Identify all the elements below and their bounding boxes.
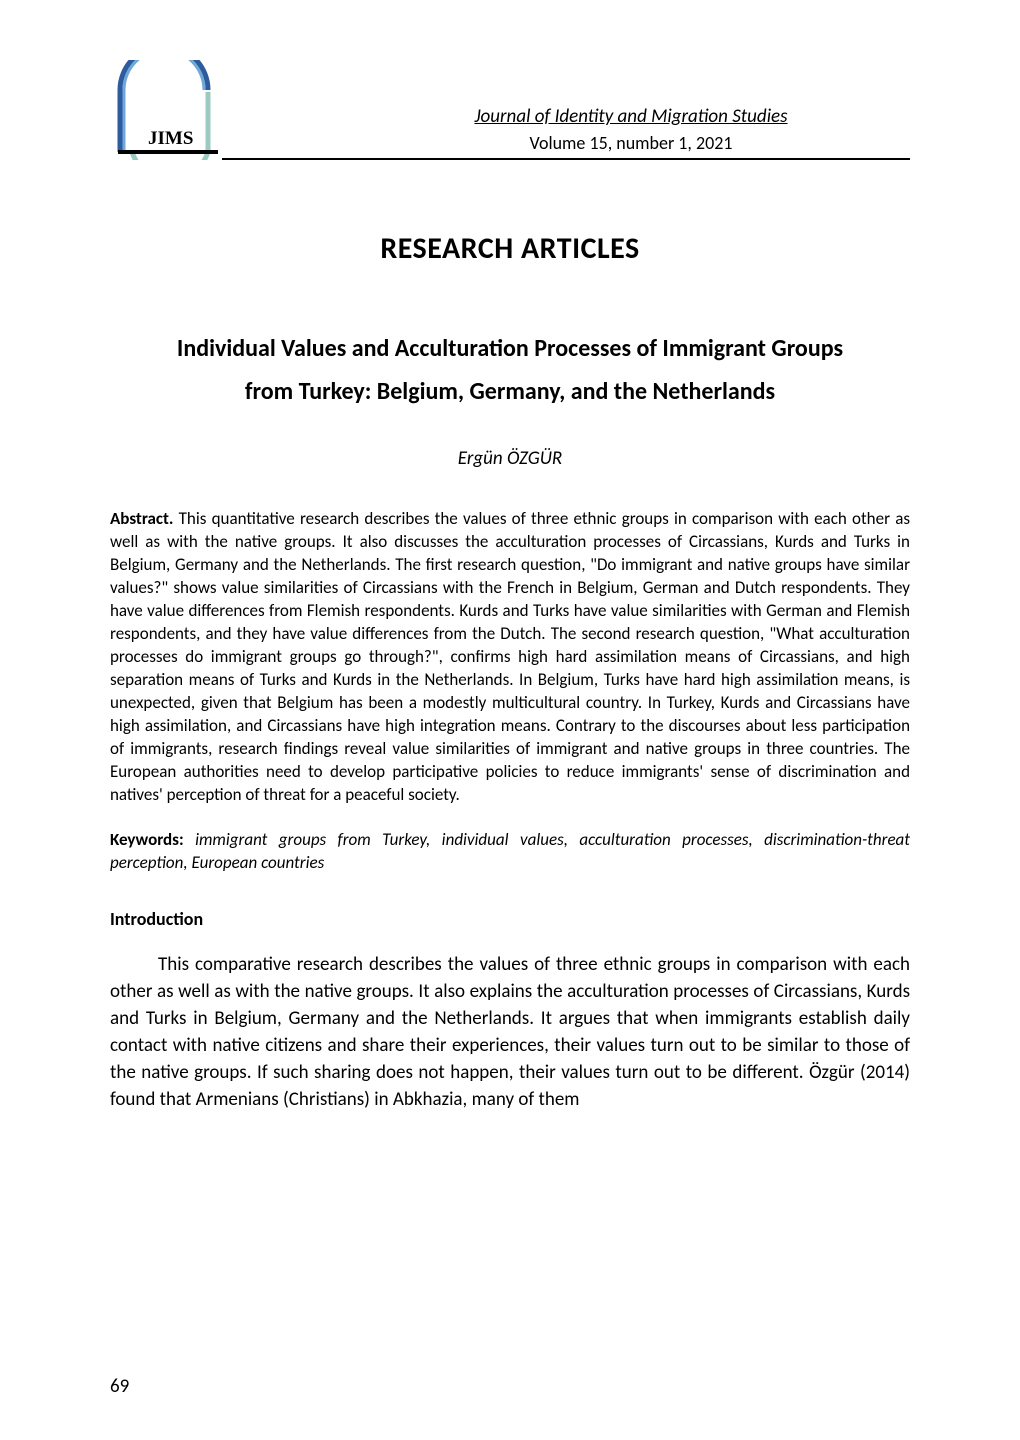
abstract: Abstract. This quantitative research des… bbox=[110, 508, 910, 806]
header: JIMS Journal of Identity and Migration S… bbox=[110, 60, 910, 160]
journal-title: Journal of Identity and Migration Studie… bbox=[352, 105, 910, 128]
keywords: Keywords: immigrant groups from Turkey, … bbox=[110, 829, 910, 875]
keywords-label: Keywords: bbox=[110, 829, 184, 850]
intro-heading: Introduction bbox=[110, 908, 910, 930]
keywords-text: immigrant groups from Turkey, individual… bbox=[110, 829, 910, 873]
logo-icon: JIMS bbox=[110, 60, 218, 160]
abstract-label: Abstract. bbox=[110, 508, 173, 529]
article-title: Individual Values and Acculturation Proc… bbox=[110, 327, 910, 413]
header-text: Journal of Identity and Migration Studie… bbox=[222, 105, 910, 160]
volume-info: Volume 15, number 1, 2021 bbox=[352, 132, 910, 154]
article-title-line1: Individual Values and Acculturation Proc… bbox=[177, 334, 843, 363]
abstract-text: This quantitative research describes the… bbox=[110, 508, 910, 804]
logo-text: JIMS bbox=[148, 128, 193, 149]
author-name: Ergün ÖZGÜR bbox=[110, 447, 910, 470]
jims-logo: JIMS bbox=[110, 60, 222, 160]
article-title-line2: from Turkey: Belgium, Germany, and the N… bbox=[245, 377, 775, 406]
section-heading: RESEARCH ARTICLES bbox=[110, 230, 910, 267]
page-number: 69 bbox=[110, 1375, 129, 1398]
intro-paragraph: This comparative research describes the … bbox=[110, 952, 910, 1114]
